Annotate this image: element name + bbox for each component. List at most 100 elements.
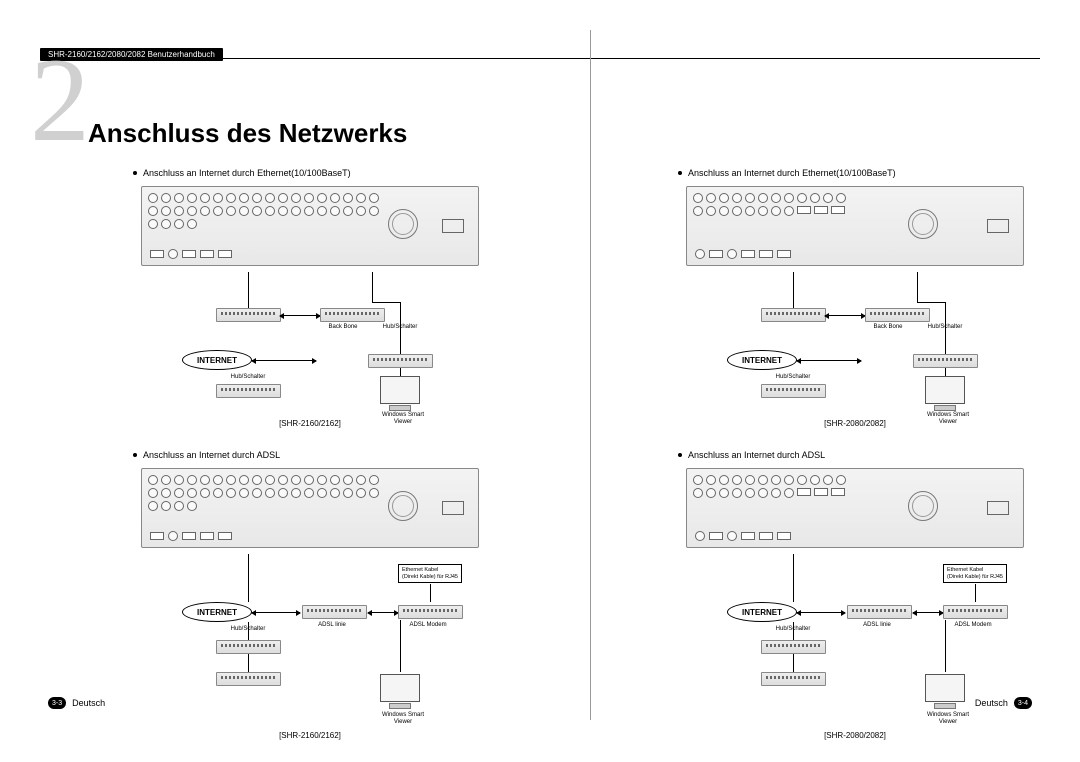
adsl-modem-label: ADSL Modem xyxy=(398,622,458,628)
column-divider xyxy=(590,30,591,720)
bullet-icon xyxy=(133,453,137,457)
bullet-adsl: Anschluss an Internet durch ADSL xyxy=(620,450,1080,460)
bullet-text: Anschluss an Internet durch ADSL xyxy=(143,450,280,460)
bullet-ethernet: Anschluss an Internet durch Ethernet(10/… xyxy=(75,168,545,178)
model-caption: [SHR-2080/2082] xyxy=(620,419,1080,428)
cable-l1: Ethernet Kabel xyxy=(402,567,438,573)
bullet-text: Anschluss an Internet durch ADSL xyxy=(688,450,825,460)
left-column: Anschluss an Internet durch Ethernet(10/… xyxy=(75,168,545,762)
bullet-icon xyxy=(678,171,682,175)
internet-oval: INTERNET xyxy=(727,602,797,622)
topology-ethernet: INTERNET Back Bone Hub/Schalter Hub/Scha… xyxy=(140,272,480,417)
arrow-icon xyxy=(280,315,320,316)
fan-icon xyxy=(908,491,938,521)
adsl-modem-box xyxy=(943,605,1008,619)
arrow-icon xyxy=(797,360,861,361)
adsl-line-box xyxy=(302,605,367,619)
ac-inlet-icon xyxy=(442,501,464,515)
dvr-back-panel xyxy=(141,468,479,548)
hub-label: Hub/Schalter xyxy=(370,324,430,330)
backbone-box xyxy=(320,308,385,322)
hub-label: Hub/Schalter xyxy=(763,374,823,380)
footer-lang: Deutsch xyxy=(975,698,1008,708)
bullet-icon xyxy=(678,453,682,457)
internet-label: INTERNET xyxy=(742,356,782,365)
hub-box xyxy=(216,672,281,686)
dvr-back-panel xyxy=(141,186,479,266)
page-number: 3-3 xyxy=(48,697,66,709)
viewer-label-1: Windows Smart xyxy=(913,712,983,718)
footer-left: 3-3 Deutsch xyxy=(48,697,105,709)
hub-box xyxy=(216,308,281,322)
chapter-title: Anschluss des Netzwerks xyxy=(88,118,407,149)
monitor-icon xyxy=(925,674,965,712)
page-number: 3-4 xyxy=(1014,697,1032,709)
right-column: Anschluss an Internet durch Ethernet(10/… xyxy=(620,168,1080,762)
viewer-label-2: Viewer xyxy=(913,719,983,725)
internet-label: INTERNET xyxy=(197,608,237,617)
monitor-icon xyxy=(380,376,420,414)
internet-label: INTERNET xyxy=(197,356,237,365)
internet-oval: INTERNET xyxy=(182,602,252,622)
bullet-text: Anschluss an Internet durch Ethernet(10/… xyxy=(143,168,351,178)
viewer-label-1: Windows Smart xyxy=(368,712,438,718)
hub-box xyxy=(761,672,826,686)
bullet-text: Anschluss an Internet durch Ethernet(10/… xyxy=(688,168,896,178)
monitor-icon xyxy=(925,376,965,414)
backbone-label: Back Bone xyxy=(318,324,368,330)
switch-box xyxy=(368,354,433,368)
cable-l2: (Direkt Kable) für RJ45 xyxy=(402,574,458,580)
arrow-icon xyxy=(368,612,398,613)
cable-note: Ethernet Kabel (Direkt Kable) für RJ45 xyxy=(943,564,1007,583)
bullet-ethernet: Anschluss an Internet durch Ethernet(10/… xyxy=(620,168,1080,178)
fan-icon xyxy=(388,491,418,521)
header-rule xyxy=(40,58,1040,59)
chapter-number: 2 xyxy=(30,40,90,160)
internet-oval: INTERNET xyxy=(727,350,797,370)
model-caption: [SHR-2160/2162] xyxy=(75,419,545,428)
diagram-adsl-left: Anschluss an Internet durch ADSL Etherne… xyxy=(75,450,545,740)
switch-box xyxy=(913,354,978,368)
monitor-icon xyxy=(380,674,420,712)
arrow-icon xyxy=(797,612,845,613)
hub-box xyxy=(216,640,281,654)
hub-box xyxy=(761,384,826,398)
footer-right: Deutsch 3-4 xyxy=(975,697,1032,709)
viewer-label-1: Windows Smart xyxy=(368,412,438,418)
hub-label: Hub/Schalter xyxy=(915,324,975,330)
backbone-label: Back Bone xyxy=(863,324,913,330)
fan-icon xyxy=(388,209,418,239)
hub-label: Hub/Schalter xyxy=(218,374,278,380)
arrow-icon xyxy=(825,315,865,316)
viewer-label-2: Viewer xyxy=(368,419,438,425)
arrow-icon xyxy=(252,360,316,361)
cable-l2: (Direkt Kable) für RJ45 xyxy=(947,574,1003,580)
bullet-adsl: Anschluss an Internet durch ADSL xyxy=(75,450,545,460)
adsl-line-box xyxy=(847,605,912,619)
ac-inlet-icon xyxy=(442,219,464,233)
viewer-label-1: Windows Smart xyxy=(913,412,983,418)
diagram-ethernet-right: Anschluss an Internet durch Ethernet(10/… xyxy=(620,168,1080,428)
dvr-back-panel xyxy=(686,468,1024,548)
internet-label: INTERNET xyxy=(742,608,782,617)
viewer-label-2: Viewer xyxy=(913,419,983,425)
ac-inlet-icon xyxy=(987,219,1009,233)
topology-ethernet: INTERNET Back Bone Hub/Schalter Hub/Scha… xyxy=(685,272,1025,417)
viewer-label-2: Viewer xyxy=(368,719,438,725)
hub-box xyxy=(216,384,281,398)
fan-icon xyxy=(908,209,938,239)
arrow-icon xyxy=(252,612,300,613)
footer-lang: Deutsch xyxy=(72,698,105,708)
adsl-line-label: ADSL linie xyxy=(302,622,362,628)
diagram-ethernet-left: Anschluss an Internet durch Ethernet(10/… xyxy=(75,168,545,428)
ac-inlet-icon xyxy=(987,501,1009,515)
internet-oval: INTERNET xyxy=(182,350,252,370)
backbone-box xyxy=(865,308,930,322)
cable-note: Ethernet Kabel (Direkt Kable) für RJ45 xyxy=(398,564,462,583)
dvr-back-panel xyxy=(686,186,1024,266)
hub-box xyxy=(761,308,826,322)
adsl-line-label: ADSL linie xyxy=(847,622,907,628)
arrow-icon xyxy=(913,612,943,613)
adsl-modem-label: ADSL Modem xyxy=(943,622,1003,628)
hub-box xyxy=(761,640,826,654)
